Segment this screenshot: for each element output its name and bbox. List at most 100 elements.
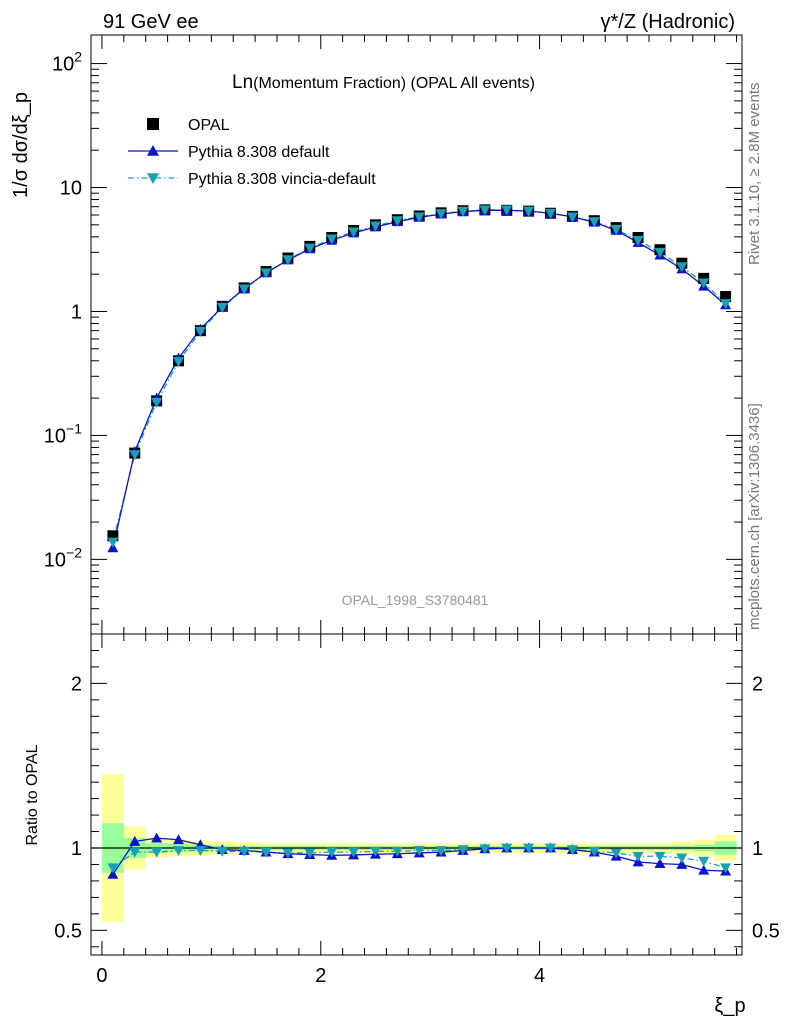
ratio-vincia-point	[151, 847, 163, 858]
vincia-point	[654, 247, 666, 258]
ratio-pythia-default-point	[173, 834, 185, 845]
ratio-vincia-point	[194, 846, 206, 856]
y-tick-label-exponent: 2	[74, 49, 82, 65]
ratio-vincia-point	[348, 847, 360, 858]
ratio-vincia-point	[326, 847, 338, 858]
ratio-vincia-point	[720, 863, 732, 874]
vincia-point	[632, 235, 644, 246]
ratio-y-tick-label-left: 1	[71, 838, 82, 860]
header-left: 91 GeV ee	[103, 11, 199, 33]
vincia-point	[391, 216, 403, 227]
vincia-point	[107, 537, 119, 548]
ratio-y-tick-label-right: 1	[752, 838, 763, 860]
x-tick-label: 2	[315, 965, 326, 987]
ratio-vincia-point	[654, 851, 666, 862]
vincia-point	[282, 255, 294, 266]
y-tick-label-exponent: −1	[66, 420, 82, 436]
opal-data-point	[698, 272, 710, 284]
vincia-point	[216, 302, 228, 313]
y-tick-label: 10	[60, 178, 82, 200]
vincia-point	[676, 262, 688, 273]
vincia-point	[720, 299, 732, 309]
ratio-pythia-default-point	[676, 858, 688, 869]
ratio-vincia-point	[238, 846, 250, 857]
ratio-pythia-default-point	[698, 864, 710, 875]
plot-title-big: Ln	[232, 72, 253, 93]
ratio-vincia-point	[413, 846, 425, 856]
legend-entry-label: Pythia 8.308 vincia-default	[188, 171, 376, 188]
y-tick-label: 102	[52, 49, 82, 76]
y-tick-label-base: 1	[71, 301, 82, 323]
legend-pythia-default-marker	[147, 145, 159, 156]
ratio-pythia-default-point	[151, 832, 163, 843]
legend-entry-label: Pythia 8.308 default	[188, 144, 330, 161]
vincia-point	[479, 205, 491, 216]
vincia-point	[545, 208, 557, 219]
vincia-point	[369, 221, 381, 232]
ratio-vincia-point	[391, 846, 403, 857]
vincia-point	[610, 224, 622, 235]
vincia-point	[238, 284, 250, 295]
vincia-point	[260, 268, 272, 279]
y-tick-label-base: 10	[44, 549, 66, 571]
ratio-vincia-point	[676, 853, 688, 864]
ratio-vincia-point	[588, 846, 600, 857]
y-tick-label-base: 10	[44, 425, 66, 447]
y-tick-label-base: 10	[52, 54, 74, 76]
vincia-point	[326, 234, 338, 245]
ratio-y-tick-label-right: 0.5	[752, 920, 780, 942]
pythia-default-line	[112, 209, 727, 548]
vincia-point	[457, 206, 469, 217]
vincia-point	[129, 450, 141, 461]
ratio-y-axis-label: Ratio to OPAL	[24, 744, 41, 845]
vincia-point	[173, 357, 185, 367]
rivet-label: Rivet 3.1.10, ≥ 2.8M events	[746, 83, 763, 266]
legend-opal-marker	[147, 118, 159, 130]
vincia-point	[501, 205, 513, 216]
ratio-pythia-default-point	[107, 868, 119, 879]
ratio-vincia-point	[435, 846, 447, 856]
ratio-vincia-point	[216, 846, 228, 857]
ratio-vincia-point	[545, 843, 557, 854]
ratio-vincia-point	[632, 851, 644, 862]
y-tick-label: 10−1	[44, 420, 82, 447]
ratio-vincia-point	[566, 845, 578, 856]
ratio-vincia-point	[610, 848, 622, 859]
vincia-line	[112, 209, 727, 543]
vincia-point	[698, 278, 710, 289]
vincia-point	[304, 243, 316, 254]
ratio-vincia-point	[369, 846, 381, 857]
header-right: γ*/Z (Hadronic)	[601, 11, 735, 33]
ratio-plot: 0 2 4 0.5 0.5 1 1 2 2	[54, 633, 780, 987]
plot-title: Ln(Momentum Fraction) (OPAL All events)	[232, 72, 535, 93]
ratio-vincia-point	[107, 863, 119, 874]
ratio-vincia-point	[129, 847, 141, 858]
mcplots-label: mcplots.cern.ch [arXiv:1306.3436]	[746, 403, 763, 630]
ratio-vincia-point	[282, 848, 294, 859]
legend-entry-label: OPAL	[188, 117, 230, 134]
ratio-pythia-default-point	[129, 835, 141, 846]
ratio-vincia-point	[698, 856, 710, 867]
vincia-point	[435, 209, 447, 220]
ratio-y-tick-label-right: 2	[752, 673, 763, 695]
opal-data-point	[720, 291, 732, 303]
ratio-y-tick-label-left: 2	[71, 673, 82, 695]
x-tick-label: 4	[534, 965, 545, 987]
ratio-vincia-point	[479, 844, 491, 855]
vincia-point	[523, 206, 535, 217]
ratio-pythia-default-point	[654, 858, 666, 869]
vincia-point	[151, 397, 163, 408]
ratio-vincia-point	[501, 843, 513, 854]
main-y-axis-label: 1/σ dσ/dξ_p	[10, 92, 32, 198]
analysis-id: OPAL_1998_S3780481	[342, 592, 489, 608]
vincia-point	[348, 227, 360, 238]
ratio-vincia-point	[457, 845, 469, 856]
ratio-vincia-point	[304, 848, 316, 859]
y-tick-label: 1	[71, 301, 82, 323]
y-tick-label-exponent: −2	[66, 544, 82, 560]
ratio-vincia-point	[173, 846, 185, 856]
legend: OPAL Pythia 8.308 default Pythia 8.308 vin…	[128, 117, 376, 188]
legend-vincia-marker	[147, 173, 159, 184]
